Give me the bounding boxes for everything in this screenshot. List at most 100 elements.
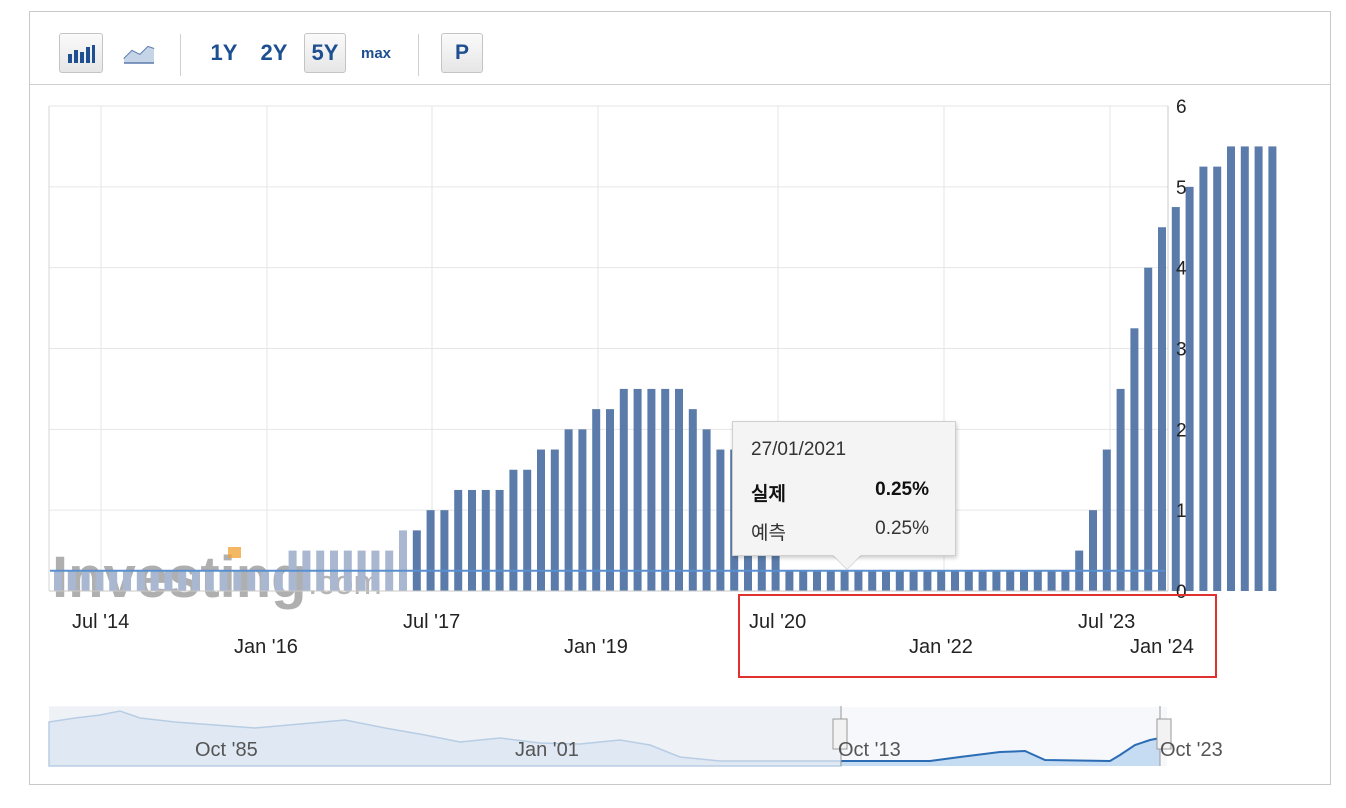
bar[interactable] — [619, 388, 628, 591]
tooltip-forecast-label: 예측 — [751, 523, 786, 544]
bar[interactable] — [1006, 570, 1015, 591]
navigator-label: Oct '13 — [838, 739, 901, 761]
bar[interactable] — [178, 570, 187, 591]
bar[interactable] — [205, 570, 214, 591]
line-chart-icon — [123, 45, 155, 64]
x-tick-label: Jan '19 — [564, 636, 628, 658]
bar[interactable] — [1213, 166, 1222, 591]
bar[interactable] — [1158, 227, 1166, 591]
bar[interactable] — [412, 530, 421, 591]
bar[interactable] — [1130, 328, 1139, 591]
y-tick-label: 4 — [1176, 259, 1187, 280]
bar[interactable] — [136, 570, 145, 591]
bar[interactable] — [868, 570, 877, 591]
bar[interactable] — [675, 388, 683, 591]
bar[interactable] — [716, 449, 725, 591]
bar[interactable] — [95, 570, 104, 591]
bar[interactable] — [661, 388, 670, 591]
bar[interactable] — [468, 489, 476, 591]
navigator-label: Oct '85 — [195, 739, 258, 761]
bar[interactable] — [399, 530, 407, 591]
bar[interactable] — [495, 489, 504, 591]
bar[interactable] — [164, 570, 173, 591]
bar[interactable] — [67, 570, 76, 591]
bar[interactable] — [688, 409, 697, 591]
bar[interactable] — [1240, 146, 1249, 591]
bar[interactable] — [854, 570, 863, 591]
bar[interactable] — [1185, 186, 1194, 592]
bar[interactable] — [219, 570, 228, 591]
bar[interactable] — [1144, 267, 1153, 591]
bar[interactable] — [702, 429, 711, 591]
bar[interactable] — [909, 570, 918, 591]
bar[interactable] — [1227, 146, 1235, 591]
bar[interactable] — [1116, 388, 1125, 591]
bar[interactable] — [882, 570, 890, 591]
bar[interactable] — [840, 570, 849, 591]
bar[interactable] — [826, 570, 835, 591]
bar[interactable] — [1254, 146, 1263, 591]
range-5y-button[interactable]: 5Y — [304, 33, 346, 73]
navigator[interactable] — [48, 706, 1172, 767]
line-chart-button[interactable] — [117, 33, 161, 73]
range-max-button[interactable]: max — [360, 44, 392, 62]
bar[interactable] — [606, 409, 614, 591]
bar[interactable] — [54, 570, 62, 591]
bar[interactable] — [150, 570, 159, 591]
bar[interactable] — [813, 570, 821, 591]
bar[interactable] — [81, 570, 90, 591]
bar[interactable] — [964, 570, 973, 591]
bar[interactable] — [564, 429, 573, 591]
bar[interactable] — [1047, 570, 1056, 591]
bar[interactable] — [123, 570, 131, 591]
navigator-history-area — [48, 710, 842, 767]
bar[interactable] — [1089, 510, 1097, 591]
y-tick-label: 5 — [1176, 178, 1187, 199]
bar[interactable] — [1061, 570, 1070, 591]
bar[interactable] — [1268, 146, 1277, 591]
bar[interactable] — [1020, 570, 1028, 591]
bar-chart-button[interactable] — [59, 33, 103, 73]
bar[interactable] — [992, 570, 1001, 591]
bar[interactable] — [923, 570, 932, 591]
bar[interactable] — [247, 570, 256, 591]
x-tick-label: Jul '14 — [72, 611, 130, 633]
range-2y-button[interactable]: 2Y — [260, 40, 288, 65]
navigator-handle-left[interactable] — [832, 718, 848, 750]
bar[interactable] — [937, 570, 946, 591]
bar[interactable] — [1033, 570, 1042, 591]
bar[interactable] — [951, 570, 959, 591]
bar[interactable] — [440, 510, 449, 591]
y-tick-label: 6 — [1176, 97, 1187, 118]
tooltip-forecast-value: 0.25% — [875, 518, 929, 539]
bar[interactable] — [454, 489, 463, 591]
bar[interactable] — [274, 570, 283, 591]
bar[interactable] — [233, 570, 242, 591]
bar[interactable] — [1171, 207, 1180, 591]
bar[interactable] — [633, 388, 642, 591]
bar[interactable] — [1199, 166, 1208, 591]
y-tick-label: 0 — [1176, 582, 1187, 603]
bar[interactable] — [647, 388, 656, 591]
p-button[interactable]: P — [441, 33, 483, 73]
bar[interactable] — [978, 570, 987, 591]
bar[interactable] — [537, 449, 545, 591]
bar[interactable] — [481, 489, 490, 591]
bar[interactable] — [785, 570, 794, 591]
bar[interactable] — [109, 570, 118, 591]
bar[interactable] — [509, 469, 518, 591]
bar[interactable] — [550, 449, 559, 591]
navigator-handle-right[interactable] — [1156, 718, 1172, 750]
bar[interactable] — [895, 570, 904, 591]
watermark-dot — [228, 547, 241, 558]
bar[interactable] — [261, 570, 269, 591]
bar[interactable] — [523, 469, 532, 591]
bar[interactable] — [592, 409, 601, 591]
bar[interactable] — [799, 570, 808, 591]
range-1y-button[interactable]: 1Y — [210, 40, 238, 65]
bar[interactable] — [578, 429, 587, 591]
bar[interactable] — [192, 570, 200, 591]
bar[interactable] — [426, 510, 435, 591]
bar[interactable] — [1102, 449, 1111, 591]
